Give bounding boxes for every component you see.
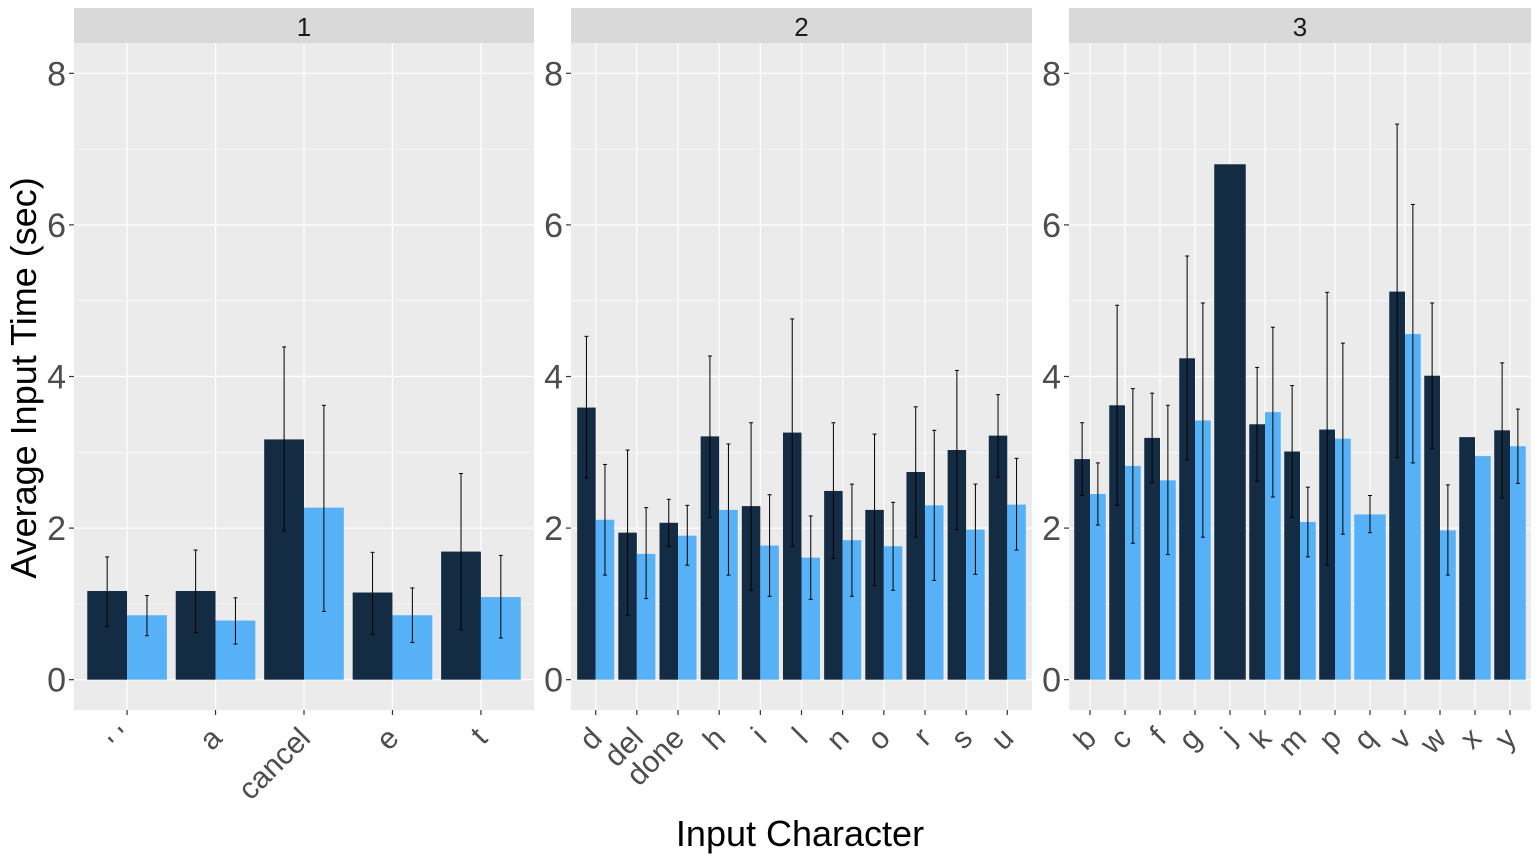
bar-series-2 — [1300, 522, 1316, 680]
bar-series-1 — [700, 436, 720, 680]
y-tick-label: 0 — [544, 662, 563, 700]
y-tick-label: 4 — [47, 359, 66, 397]
facet-strip-label: 3 — [1293, 12, 1307, 42]
x-tick-label: v — [1384, 722, 1418, 756]
bar-series-1 — [1214, 164, 1246, 680]
x-tick-label: a — [193, 721, 228, 756]
x-tick-label: o — [862, 722, 897, 757]
x-tick-label: e — [370, 722, 405, 757]
x-tick-label: l — [786, 722, 814, 750]
bar-series-2 — [595, 519, 615, 680]
y-tick-label: 6 — [544, 207, 563, 245]
bar-series-1 — [782, 432, 802, 680]
x-tick-label: g — [1173, 722, 1208, 757]
bar-series-1 — [1074, 459, 1090, 680]
x-tick-label: t — [465, 721, 495, 751]
x-tick-label: p — [1313, 722, 1348, 757]
bar-series-2 — [842, 540, 862, 680]
bar-series-2 — [1475, 456, 1491, 680]
x-tick-label: c — [1104, 722, 1138, 756]
y-tick-label: 0 — [1042, 662, 1061, 700]
bar-series-1 — [1494, 430, 1510, 680]
x-tick-label: b — [1068, 722, 1103, 757]
facet-strip — [1069, 8, 1531, 43]
x-tick-label: n — [820, 722, 855, 757]
y-tick-label: 2 — [1042, 510, 1061, 548]
bar-series-2 — [1090, 493, 1106, 680]
y-tick-label: 8 — [1042, 55, 1061, 93]
bar-series-1 — [1144, 437, 1160, 680]
y-tick-label: 2 — [544, 510, 563, 548]
x-tick-label: f — [1144, 721, 1174, 751]
y-tick-label: 8 — [544, 55, 563, 93]
x-tick-label: x — [1454, 722, 1488, 756]
facet-strip-label: 1 — [297, 12, 311, 42]
bar-series-1 — [741, 506, 761, 680]
bar-series-1 — [1389, 291, 1405, 680]
bar-series-2 — [1440, 530, 1456, 680]
bar-series-2 — [1354, 514, 1386, 680]
bar-series-2 — [883, 546, 903, 680]
bar-series-2 — [678, 535, 697, 680]
bar-series-2 — [1125, 465, 1141, 680]
bar-series-1 — [988, 435, 1008, 680]
x-tick-label: ' ' — [103, 722, 140, 759]
bar-series-1 — [577, 407, 596, 680]
facet-strip — [74, 8, 534, 43]
x-tick-label: i — [745, 722, 773, 750]
bar-series-2 — [1335, 438, 1351, 680]
x-tick-label: w — [1414, 721, 1454, 761]
y-tick-label: 4 — [544, 359, 563, 397]
bar-series-2 — [1265, 412, 1281, 680]
bar-series-2 — [760, 545, 779, 680]
bar-series-1 — [906, 472, 925, 680]
bar-series-2 — [719, 509, 738, 680]
x-tick-label: q — [1348, 722, 1383, 757]
x-tick-label: u — [985, 722, 1020, 757]
x-tick-label: m — [1272, 722, 1313, 763]
x-tick-label: y — [1489, 722, 1523, 756]
y-tick-label: 8 — [47, 55, 66, 93]
bar-series-1 — [1284, 451, 1300, 680]
bar-series-1 — [947, 450, 967, 680]
x-tick-label: r — [908, 722, 938, 752]
y-tick-label: 6 — [1042, 207, 1061, 245]
bar-series-1 — [1424, 375, 1440, 680]
y-tick-label: 0 — [47, 662, 66, 700]
x-axis-title: Input Character — [676, 813, 924, 854]
bar-series-2 — [1007, 504, 1026, 680]
bar-series-2 — [924, 505, 944, 680]
bar-series-2 — [1510, 446, 1526, 680]
bar-series-1 — [1249, 424, 1265, 680]
x-tick-label: j — [1214, 722, 1243, 751]
x-tick-label: h — [697, 722, 732, 757]
y-tick-label: 2 — [47, 510, 66, 548]
bar-series-1 — [659, 522, 679, 680]
x-tick-label: cancel — [232, 722, 317, 807]
bar-series-2 — [801, 557, 821, 680]
bar-series-2 — [1405, 334, 1421, 680]
facet-1: 1 0 2 4 6 8 ' ' a cancel e t — [47, 8, 534, 806]
bar-series-2 — [1195, 420, 1211, 680]
bar-series-1 — [824, 490, 843, 680]
y-tick-label: 4 — [1042, 359, 1061, 397]
bar-series-2 — [966, 529, 985, 680]
bar-series-1 — [1459, 437, 1475, 680]
y-tick-label: 6 — [47, 207, 66, 245]
x-tick-label: s — [945, 722, 979, 756]
bar-series-1 — [1109, 405, 1125, 680]
bar-series-2 — [636, 553, 656, 680]
y-axis-title: Average Input Time (sec) — [3, 177, 44, 579]
bar-series-2 — [1160, 480, 1176, 680]
facet-strip-label: 2 — [794, 12, 808, 42]
facet-strip — [571, 8, 1032, 43]
bar-series-1 — [865, 509, 884, 680]
bar-series-1 — [1179, 358, 1195, 680]
